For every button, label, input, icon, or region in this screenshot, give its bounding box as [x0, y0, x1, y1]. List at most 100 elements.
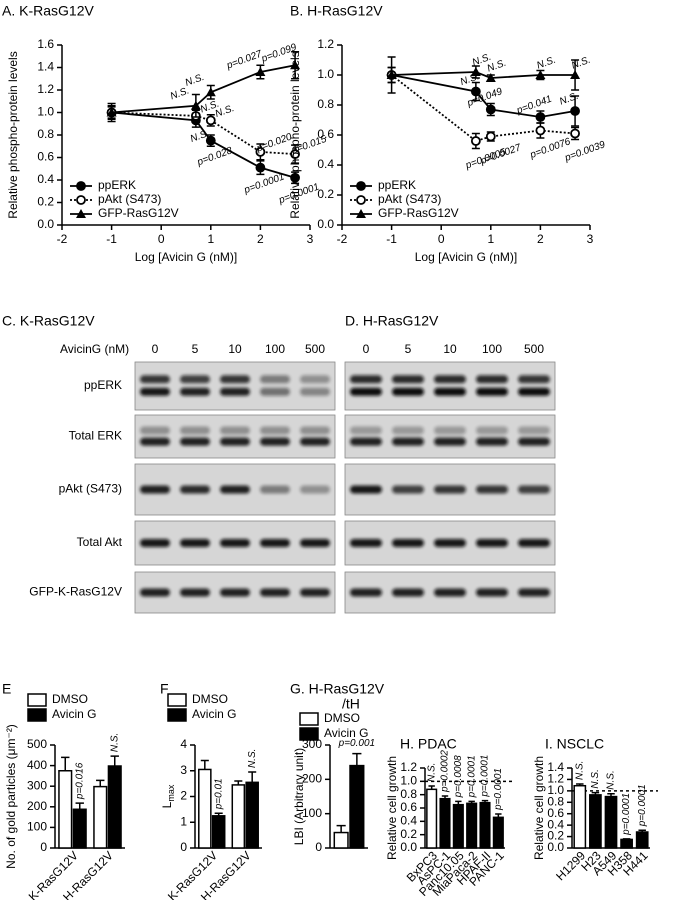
y-axis-label-text: No. of gold particles (μm⁻²): [4, 724, 18, 869]
y-tick-label: 0.8: [37, 127, 54, 141]
marker: [485, 131, 496, 142]
panel-title: D. H-RasG12V: [345, 313, 439, 329]
panel-title: E: [2, 681, 11, 697]
point-label: N.S.: [590, 769, 601, 788]
y-axis-label-text: Relative cell growth: [532, 756, 546, 860]
blot-band: [300, 437, 330, 446]
panel-title: I. NSCLC: [545, 736, 604, 752]
blot-band: [260, 375, 290, 384]
lane-label: 10: [228, 342, 242, 356]
blot-band: [220, 387, 250, 396]
blot-band: [260, 437, 290, 446]
blot-band: [140, 485, 170, 494]
row-label: Total Akt: [77, 535, 123, 549]
legend-label: pAkt (S473): [98, 192, 161, 206]
y-tick-label: 1.2: [317, 37, 334, 51]
blot-band: [220, 437, 250, 446]
error-bar: [428, 785, 435, 790]
lane-label: 0: [363, 342, 370, 356]
legend-label: DMSO: [52, 692, 88, 706]
blot-band: [392, 387, 424, 396]
y-tick-label: 1.0: [547, 783, 564, 797]
point-label: p=0.041: [515, 94, 554, 117]
y-tick-label: 0.4: [317, 157, 334, 171]
point-label: p=0.0001: [621, 793, 632, 836]
marker: [570, 106, 580, 116]
bar: [620, 838, 633, 849]
point-label: N.S.: [570, 55, 592, 72]
y-tick-label: 100: [27, 820, 47, 834]
legend-label: Avicin G: [192, 707, 236, 721]
legend-label: Avicin G: [52, 707, 96, 721]
blot-band: [260, 485, 290, 494]
blot-band: [300, 539, 330, 547]
legend-swatch: [167, 693, 187, 707]
y-tick-label: 0.2: [37, 195, 54, 209]
blot-band: [476, 437, 508, 446]
bar: [426, 788, 438, 849]
bar: [466, 802, 478, 849]
y-tick-label: 500: [27, 737, 47, 751]
y-tick-label: 1.4: [547, 760, 564, 774]
blot-band: [434, 437, 466, 446]
point-label: p=0.001: [338, 738, 375, 749]
lane-label: 0: [152, 342, 159, 356]
legend-marker: [76, 195, 86, 205]
blot-band: [392, 539, 424, 547]
error-bar: [234, 780, 243, 785]
blot-band: [350, 426, 382, 435]
legend-marker: [76, 181, 86, 191]
bar: [589, 794, 602, 849]
bar: [439, 797, 451, 849]
point-label: p=0.0001: [242, 171, 286, 196]
dose-label: AvicinG (nM): [60, 342, 129, 356]
y-tick-label: 0.8: [547, 794, 564, 808]
bar: [573, 784, 587, 849]
point-label: p=0.0001: [637, 784, 648, 827]
y-tick-label: 1.4: [37, 60, 54, 74]
panel-title: F: [160, 681, 169, 697]
x-tick-label: 0: [158, 232, 165, 246]
blot-band: [350, 485, 382, 494]
lane-label: 5: [192, 342, 199, 356]
marker: [386, 70, 397, 79]
marker: [255, 162, 266, 173]
y-axis-label-text: L: [160, 801, 174, 808]
blot-band: [140, 387, 170, 396]
blot-panel: [134, 361, 336, 411]
error-bar: [455, 800, 462, 805]
bar: [604, 795, 618, 849]
y-axis-label-text: LBI (Arbitrary unit): [292, 748, 306, 845]
marker: [106, 107, 117, 117]
blot-band: [300, 426, 330, 435]
error-bar: [248, 771, 257, 783]
x-tick-label: -1: [106, 232, 117, 246]
marker: [205, 135, 216, 146]
marker: [290, 172, 300, 183]
point-label: p=0.0001: [493, 768, 504, 811]
point-label: p=0.027: [225, 49, 264, 72]
error-bar: [352, 752, 362, 766]
point-label: p=0.0001: [480, 755, 491, 798]
point-label: N.S.: [558, 91, 580, 108]
y-axis-label-text: Relative phospho-protein levels: [6, 51, 20, 218]
y-tick-label: 0.0: [317, 217, 334, 231]
y-tick-label: 1.2: [400, 760, 417, 774]
blot-band: [392, 437, 424, 446]
error-bar: [607, 792, 615, 797]
legend-label: pAkt (S473): [378, 192, 441, 206]
y-tick-label: 300: [27, 778, 47, 792]
y-axis-label: Relative cell growth: [532, 756, 546, 860]
error-bar: [591, 791, 600, 795]
x-tick-label: 1: [207, 232, 214, 246]
blot-band: [434, 588, 466, 597]
legend-swatch: [299, 712, 319, 726]
blot-band: [260, 426, 290, 435]
error-bar: [622, 838, 631, 840]
bar: [635, 831, 649, 849]
blot-band: [476, 426, 508, 435]
error-bar: [468, 800, 475, 804]
error-bar: [96, 779, 105, 787]
error-bar: [61, 756, 70, 771]
row-label: ppERK: [84, 378, 122, 392]
